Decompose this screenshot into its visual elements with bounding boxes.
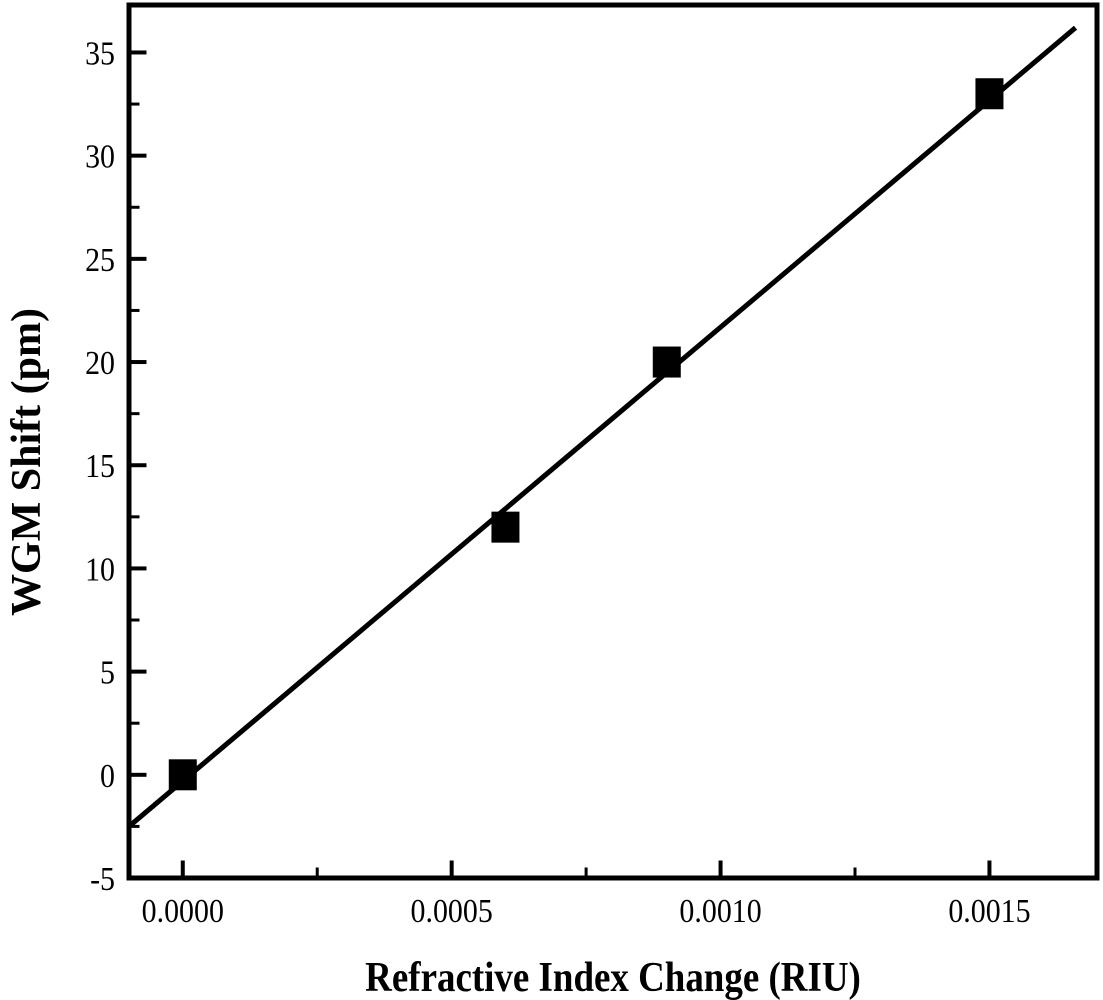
y-tick-label: 30 bbox=[85, 137, 115, 175]
y-tick-label: 25 bbox=[85, 240, 115, 278]
x-tick-label: 0.0015 bbox=[948, 891, 1030, 929]
y-tick-label: 10 bbox=[85, 550, 115, 588]
x-tick-label: 0.0010 bbox=[679, 891, 761, 929]
y-tick-label: 0 bbox=[100, 756, 115, 794]
y-tick-label: 15 bbox=[85, 446, 115, 484]
y-tick-label: -5 bbox=[90, 859, 115, 897]
fit-line bbox=[127, 25, 1078, 829]
y-tick-label: 20 bbox=[85, 343, 115, 381]
x-axis-title: Refractive Index Change (RIU) bbox=[365, 954, 861, 1000]
axis-tick-labels: 0.0000 0.0005 0.0010 0.0015 -5 0 5 10 15 20 25 30 35 bbox=[85, 34, 1030, 930]
axis-ticks bbox=[131, 50, 992, 880]
y-tick-label: 35 bbox=[85, 34, 115, 72]
plot-border bbox=[126, 2, 1100, 881]
x-tick-label: 0.0005 bbox=[411, 891, 493, 929]
x-tick-label: 0.0000 bbox=[142, 891, 224, 929]
y-tick-label: 5 bbox=[100, 653, 115, 691]
plot-series bbox=[127, 25, 1078, 829]
y-axis-title: WGM Shift (pm) bbox=[4, 308, 50, 616]
